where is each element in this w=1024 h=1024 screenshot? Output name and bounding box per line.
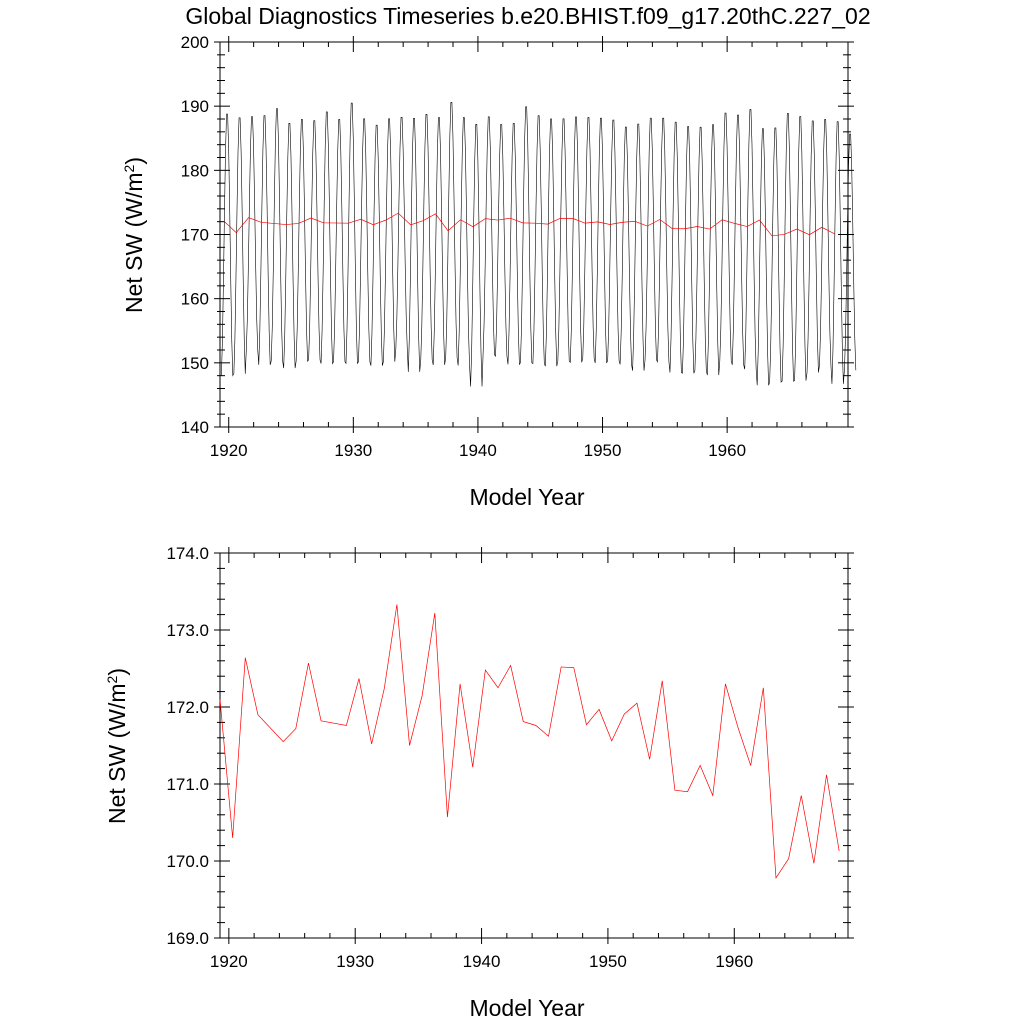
y-tick-label: 170: [181, 226, 209, 245]
x-tick-label: 1950: [584, 441, 622, 460]
y-axis-label-top: Net SW (W/m2): [121, 157, 147, 313]
y-tick-label: 190: [181, 97, 209, 116]
annual-mean-line-top: [223, 212, 835, 237]
plot-frame-bottom: [219, 552, 849, 939]
y-tick-label: 180: [181, 161, 209, 180]
axis-ticks-bottom: [214, 547, 854, 944]
x-tick-label: 1930: [336, 952, 374, 971]
y-tick-label: 172.0: [166, 698, 209, 717]
annual-mean-line-bottom: [219, 604, 840, 880]
y-tick-label: 169.0: [166, 929, 209, 948]
x-tick-labels-top: 1920 1930 1940 1950 1960: [210, 441, 746, 460]
x-tick-labels-bottom: 1920 1930 1940 1950 1960: [210, 952, 753, 971]
monthly-series-line: [221, 102, 857, 387]
y-tick-label: 173.0: [166, 621, 209, 640]
y-tick-label: 160: [181, 290, 209, 309]
y-tick-label: 140: [181, 418, 209, 437]
x-tick-label: 1920: [210, 952, 248, 971]
x-tick-label: 1960: [715, 952, 753, 971]
x-tick-label: 1950: [589, 952, 627, 971]
y-tick-labels-bottom: 169.0 170.0 171.0 172.0 173.0 174.0: [166, 544, 209, 948]
x-tick-label: 1940: [459, 441, 497, 460]
panel-monthly-timeseries: 1920 1930 1940 1950 1960 140 150 160 170 180 190 2…: [121, 33, 857, 510]
y-axis-label-bottom: Net SW (W/m2): [104, 668, 130, 824]
axis-ticks-top: [214, 36, 854, 433]
x-tick-label: 1920: [210, 441, 248, 460]
panel-annual-mean: 1920 1930 1940 1950 1960 169.0 170.0 171.0 172.…: [104, 544, 854, 1021]
x-tick-label: 1930: [334, 441, 372, 460]
y-tick-label: 200: [181, 33, 209, 52]
y-tick-label: 174.0: [166, 544, 209, 563]
y-tick-label: 171.0: [166, 775, 209, 794]
y-tick-label: 170.0: [166, 852, 209, 871]
y-tick-labels-top: 140 150 160 170 180 190 200: [181, 33, 209, 437]
plot-frame-top: [219, 41, 849, 428]
x-axis-label-top: Model Year: [469, 484, 584, 510]
chart-title: Global Diagnostics Timeseries b.e20.BHIS…: [185, 3, 870, 29]
x-tick-label: 1960: [708, 441, 746, 460]
x-tick-label: 1940: [463, 952, 501, 971]
x-axis-label-bottom: Model Year: [469, 995, 584, 1021]
y-tick-label: 150: [181, 354, 209, 373]
